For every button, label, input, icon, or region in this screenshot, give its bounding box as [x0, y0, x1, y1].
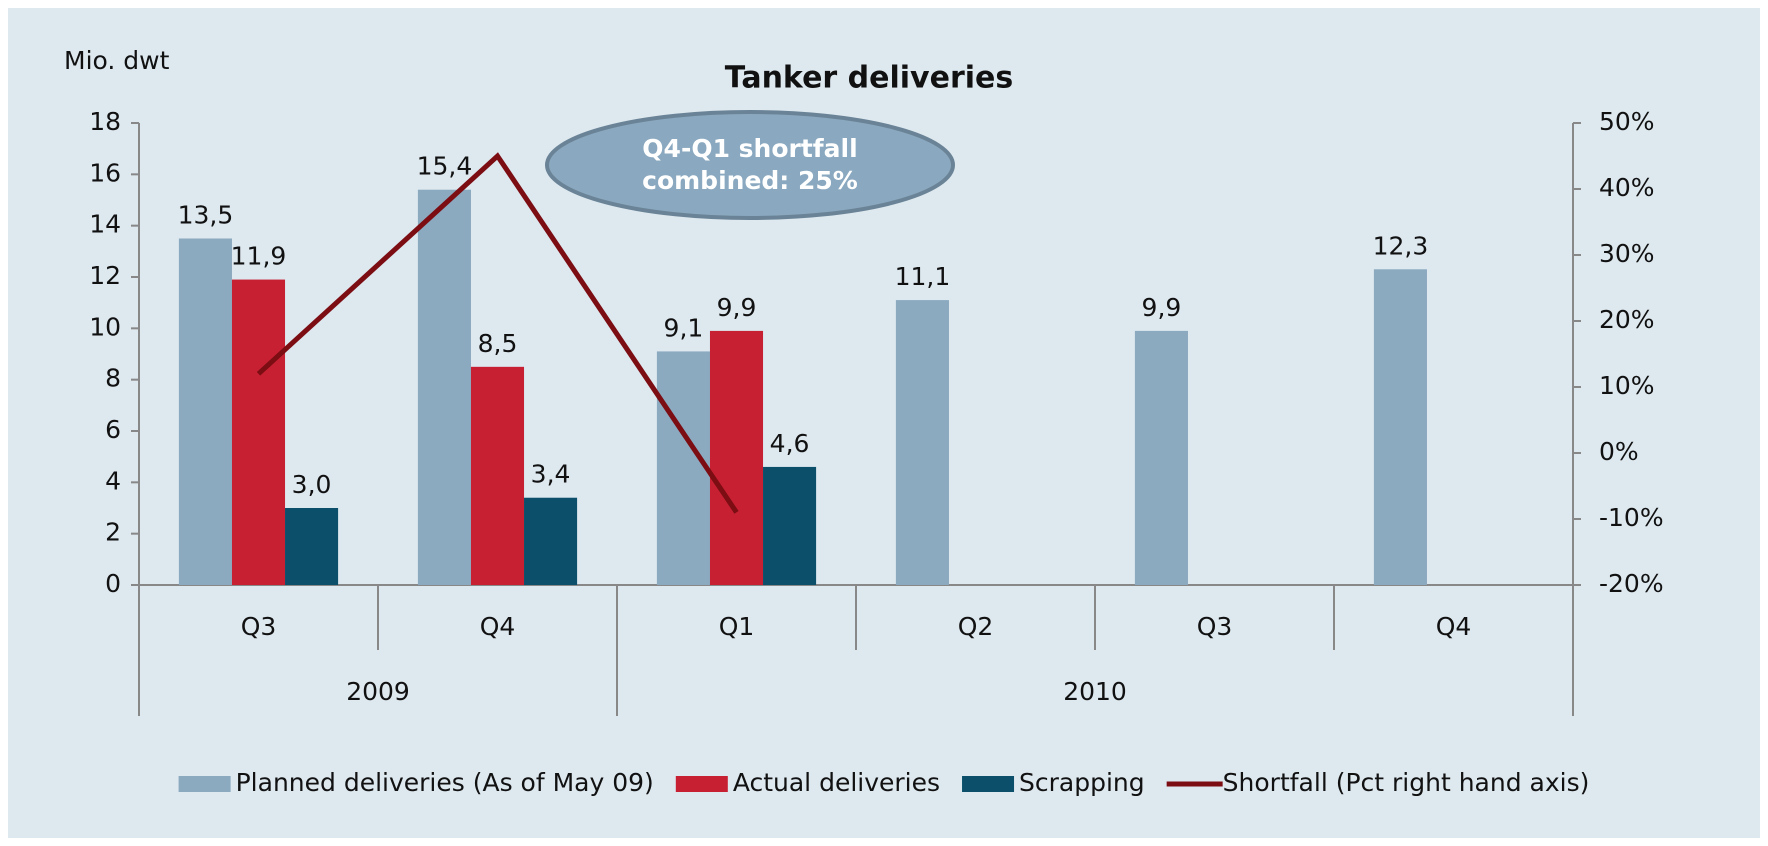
y-tick-label: 12: [89, 261, 121, 290]
legend-swatch: [675, 776, 728, 792]
x-tick-label: Q3: [241, 612, 277, 641]
x-tick-label: Q2: [958, 612, 994, 641]
data-label: 12,3: [1373, 231, 1429, 260]
y-axis-label: Mio. dwt: [64, 46, 170, 75]
annotation-text: Q4-Q1 shortfall: [642, 134, 857, 163]
y2-tick-label: 50%: [1599, 107, 1655, 136]
bar: [417, 189, 471, 585]
legend-swatch: [178, 776, 231, 792]
legend-item: Scrapping: [962, 768, 1145, 797]
data-label: 11,9: [231, 242, 287, 271]
y2-tick-label: -20%: [1599, 569, 1664, 598]
bar: [1373, 269, 1427, 585]
legend-swatch: [962, 776, 1015, 792]
y-tick-label: 18: [89, 107, 121, 136]
legend-label: Actual deliveries: [733, 768, 940, 797]
bar: [709, 330, 764, 585]
data-label: 4,6: [770, 429, 810, 458]
bar: [524, 497, 578, 585]
data-label: 13,5: [178, 201, 234, 230]
data-label: 3,4: [531, 460, 571, 489]
x-tick-label: Q3: [1197, 612, 1233, 641]
y-tick-label: 4: [105, 466, 121, 495]
data-label: 9,9: [717, 293, 757, 322]
y2-tick-label: -10%: [1599, 503, 1664, 532]
x-tick-label: Q1: [719, 612, 755, 641]
y2-tick-label: 10%: [1599, 371, 1655, 400]
bar: [231, 279, 286, 585]
y-tick-label: 8: [105, 364, 121, 393]
y2-tick-label: 20%: [1599, 305, 1655, 334]
line: [256, 152, 739, 514]
data-label: 9,9: [1142, 293, 1182, 322]
chart-title: Tanker deliveries: [725, 61, 1014, 96]
data-label: 9,1: [664, 313, 704, 342]
y-tick-label: 0: [105, 569, 121, 598]
annotation-text: combined: 25%: [642, 166, 858, 195]
y2-tick-label: 0%: [1599, 437, 1639, 466]
data-label: 8,5: [478, 329, 518, 358]
annotation-bubble: [545, 110, 955, 220]
legend-item: Planned deliveries (As of May 09): [178, 768, 654, 797]
y2-tick-label: 30%: [1599, 239, 1655, 268]
group-label: 2009: [346, 677, 410, 706]
data-label: 3,0: [292, 470, 332, 499]
bar: [1134, 330, 1188, 585]
y2-tick-label: 40%: [1599, 173, 1655, 202]
legend-label: Scrapping: [1019, 768, 1145, 797]
legend-item: Shortfall (Pct right hand axis): [1166, 768, 1590, 797]
y-tick-label: 14: [89, 210, 121, 239]
data-label: 11,1: [895, 262, 951, 291]
y-tick-label: 16: [89, 158, 121, 187]
bar: [763, 466, 817, 585]
bar: [178, 238, 232, 585]
legend-label: Planned deliveries (As of May 09): [236, 768, 654, 797]
x-tick-label: Q4: [480, 612, 516, 641]
group-label: 2010: [1063, 677, 1127, 706]
bar: [895, 300, 949, 585]
bar: [656, 351, 710, 585]
x-tick-label: Q4: [1436, 612, 1472, 641]
bar: [470, 366, 525, 585]
y-tick-label: 6: [105, 415, 121, 444]
y-tick-label: 10: [89, 312, 121, 341]
legend-label: Shortfall (Pct right hand axis): [1223, 768, 1590, 797]
data-label: 15,4: [417, 152, 473, 181]
bar: [285, 508, 339, 585]
legend-item: Actual deliveries: [675, 768, 940, 797]
y-tick-label: 2: [105, 518, 121, 547]
